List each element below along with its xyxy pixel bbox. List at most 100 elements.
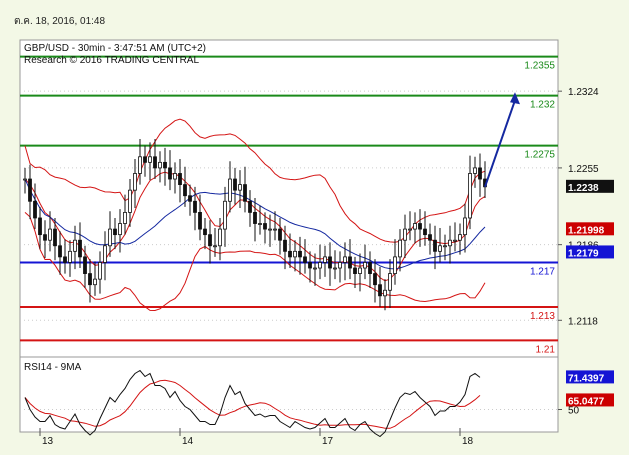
candle-body xyxy=(438,245,442,252)
candle xyxy=(143,145,147,177)
candle-body xyxy=(283,239,287,252)
candle xyxy=(123,194,127,235)
rsi-line xyxy=(24,369,481,438)
projection-line xyxy=(484,99,516,188)
rsi-ma-tag: 65.0477 xyxy=(568,396,605,407)
candle-body xyxy=(403,228,407,241)
candle xyxy=(98,251,102,294)
candle xyxy=(473,156,477,188)
candle-body xyxy=(128,189,132,213)
upper-band xyxy=(24,118,486,243)
candle-body xyxy=(268,228,272,231)
price-tag: 1.21998 xyxy=(568,225,605,236)
candle-body xyxy=(123,212,127,224)
candle-body xyxy=(48,228,52,241)
candle-body xyxy=(368,262,372,274)
candle-body xyxy=(348,256,352,269)
level-label: 1.2355 xyxy=(524,61,555,72)
candle xyxy=(188,184,192,216)
candle xyxy=(398,229,402,272)
candle-body xyxy=(288,250,292,258)
candle-body xyxy=(38,217,42,236)
candle-body xyxy=(298,250,302,258)
level-label: 1.2275 xyxy=(524,150,555,161)
candle-body xyxy=(393,256,397,274)
candle xyxy=(218,217,222,261)
rsi-label: RSI14 - 9MA xyxy=(24,362,82,373)
candle xyxy=(408,211,412,241)
candle-body xyxy=(23,178,27,181)
candle xyxy=(53,217,57,261)
price-tag-box xyxy=(566,179,614,193)
candle-body xyxy=(358,267,362,274)
candle-body xyxy=(408,228,412,231)
candle xyxy=(73,225,77,270)
price-gridlines xyxy=(20,90,558,321)
candle xyxy=(93,261,97,296)
candle xyxy=(48,211,52,252)
candle-body xyxy=(308,262,312,269)
candle xyxy=(198,194,202,241)
candle xyxy=(173,162,177,194)
candle-body xyxy=(113,228,117,236)
candle-body xyxy=(208,234,212,247)
candle xyxy=(318,244,322,280)
candle-body xyxy=(468,173,472,219)
candle-body xyxy=(318,262,322,269)
candle-body xyxy=(43,234,47,241)
candle-body xyxy=(83,256,87,274)
candle-body xyxy=(373,273,377,286)
candle-body xyxy=(238,184,242,191)
candle xyxy=(148,142,152,181)
rsi-value-tag: 71.4397 xyxy=(568,373,605,384)
candle xyxy=(443,234,447,261)
candle-body xyxy=(248,200,252,213)
candle-body xyxy=(293,250,297,258)
candle xyxy=(368,251,372,289)
candle xyxy=(333,250,337,280)
candle xyxy=(438,227,442,263)
candle xyxy=(348,239,352,280)
candle-body xyxy=(343,256,347,263)
candle-body xyxy=(243,184,247,202)
candle xyxy=(63,239,67,274)
candle xyxy=(203,217,207,250)
candle-body xyxy=(378,284,382,297)
candle-body xyxy=(263,223,267,230)
candle xyxy=(258,205,262,235)
candle-body xyxy=(168,167,172,180)
candle xyxy=(38,206,42,250)
candle xyxy=(243,166,247,213)
candle xyxy=(458,223,462,255)
candle xyxy=(238,170,242,208)
candle-body xyxy=(388,273,392,291)
time-tick-label: 17 xyxy=(322,436,334,447)
candle xyxy=(423,211,427,246)
candle-body xyxy=(198,212,202,230)
candle-body xyxy=(108,228,112,247)
candle-body xyxy=(158,161,162,169)
candle xyxy=(273,211,277,241)
candle-body xyxy=(273,228,277,231)
candle xyxy=(328,242,332,286)
candle-body xyxy=(448,239,452,247)
candle xyxy=(138,138,142,185)
candle xyxy=(298,236,302,275)
candle xyxy=(58,231,62,275)
candle-body xyxy=(153,156,157,169)
candle-body xyxy=(218,228,222,247)
candle xyxy=(83,245,87,289)
candle xyxy=(308,251,312,283)
price-tag-box xyxy=(566,245,614,259)
price-tick-label: 1.2118 xyxy=(568,316,598,327)
rsi-panel: 50 71.4397 65.0477 xyxy=(20,369,614,438)
candle xyxy=(463,203,467,253)
candle-body xyxy=(178,173,182,185)
candle-body xyxy=(303,256,307,263)
candle-body xyxy=(473,167,477,174)
candle-body xyxy=(423,228,427,236)
candle xyxy=(268,214,272,247)
candle xyxy=(478,153,482,197)
lower-band xyxy=(24,212,486,312)
